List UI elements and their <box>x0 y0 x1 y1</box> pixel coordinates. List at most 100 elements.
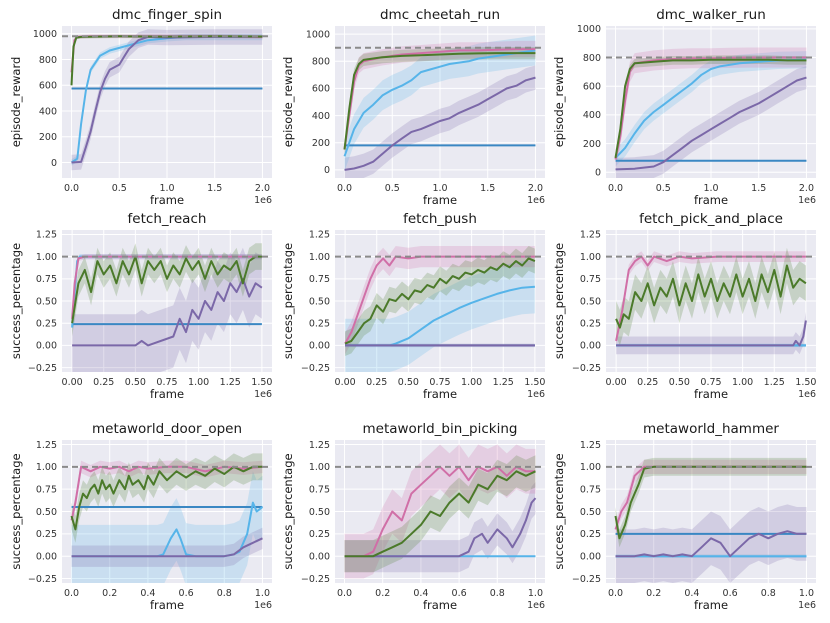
x-tick-label: 0.0 <box>64 588 79 599</box>
y-tick-label: 800 <box>39 55 57 66</box>
x-axis-label: frame <box>694 387 728 401</box>
x-tick-label: 1.25 <box>220 377 241 388</box>
y-axis-label: success_percentage <box>281 243 295 359</box>
series-line-purple <box>344 497 537 558</box>
y-tick-label: 0.50 <box>309 296 330 307</box>
x-tick-label: 0.00 <box>62 377 83 388</box>
y-tick-label: −0.25 <box>28 363 57 374</box>
series-line-lightblue <box>343 49 536 157</box>
series-line-green <box>344 257 536 345</box>
y-tick-label: 0 <box>324 165 330 176</box>
x-tick-label: 0.0 <box>608 588 623 599</box>
x-tick-label: 1.25 <box>493 377 514 388</box>
y-tick-label: 1.00 <box>309 252 330 263</box>
x-tick-label: 0.6 <box>723 588 738 599</box>
y-tick-label: −0.25 <box>28 574 57 585</box>
y-tick-label: 400 <box>583 110 601 121</box>
y-tick-label: 400 <box>312 111 330 122</box>
chart-title: fetch_push <box>403 211 477 227</box>
y-tick-label: 800 <box>312 57 330 68</box>
y-tick-label: −0.25 <box>301 574 330 585</box>
x-tick-label: 0.75 <box>156 377 177 388</box>
series-band-pink <box>344 444 536 579</box>
series-band-green <box>344 455 536 573</box>
series-line-green <box>70 465 263 531</box>
y-tick-label: 1.25 <box>309 440 330 451</box>
x-tick-label: 0.50 <box>669 377 690 388</box>
x-tick-label: 0.6 <box>452 588 467 599</box>
y-tick-label: 200 <box>312 138 330 149</box>
x-tick-label: 1.0 <box>799 588 814 599</box>
x-tick-label: 0.50 <box>398 377 419 388</box>
x-exponent-label: 1e6 <box>527 389 545 400</box>
chart-panel-fetch-reach: −0.25 0.00 0.25 0.50 0.75 1.00 1.25 0.00 0.25 0.5… <box>9 211 272 401</box>
x-tick-label: 0.0 <box>64 183 79 194</box>
series-line-green <box>615 264 807 329</box>
y-tick-label: 1000 <box>33 29 57 40</box>
x-tick-label: 0.2 <box>102 588 117 599</box>
series-line-pink <box>343 48 536 150</box>
y-axis-label: episode_reward <box>9 57 23 148</box>
y-tick-label: 0.50 <box>580 296 601 307</box>
y-axis-label: success_percentage <box>9 243 23 359</box>
y-tick-label: 0.25 <box>36 318 57 329</box>
series-band-purple <box>615 504 807 583</box>
y-tick-label: 1.25 <box>580 230 601 241</box>
plot-content <box>335 246 545 372</box>
series-band-green <box>616 247 806 346</box>
x-exponent-label: 1e6 <box>798 195 816 206</box>
y-tick-label: 0 <box>595 168 601 179</box>
x-tick-label: 0.75 <box>700 377 721 388</box>
series-band-green <box>345 246 535 356</box>
y-tick-label: 1.00 <box>309 462 330 473</box>
y-axis-label: success_percentage <box>552 453 566 569</box>
y-tick-label: 0.50 <box>309 507 330 518</box>
series-line-purple <box>344 76 536 171</box>
y-tick-label: 600 <box>39 81 57 92</box>
y-tick-label: 0.50 <box>36 507 57 518</box>
chart-title: dmc_finger_spin <box>112 7 222 23</box>
x-tick-label: 1.5 <box>207 183 222 194</box>
series-band-purple <box>615 66 807 178</box>
x-exponent-label: 1e6 <box>527 195 545 206</box>
y-tick-label: 200 <box>39 132 57 143</box>
x-tick-label: 0.8 <box>761 588 776 599</box>
x-tick-label: 0.4 <box>684 588 699 599</box>
x-tick-label: 1.0 <box>528 588 543 599</box>
x-tick-label: 0.0 <box>337 588 352 599</box>
series-line-purple <box>616 320 807 347</box>
y-tick-label: 0.00 <box>309 551 330 562</box>
x-tick-label: 0.8 <box>490 588 505 599</box>
x-tick-label: 0.0 <box>608 183 623 194</box>
series-band-purple <box>616 311 806 355</box>
series-band-lightblue <box>615 51 807 167</box>
series-band-green <box>615 55 807 163</box>
x-exponent-label: 1e6 <box>798 389 816 400</box>
x-tick-label: 0.4 <box>413 588 428 599</box>
x-axis-label: frame <box>694 193 728 207</box>
x-tick-label: 1.00 <box>188 377 209 388</box>
y-tick-label: 1.00 <box>580 462 601 473</box>
y-tick-label: 1.25 <box>580 440 601 451</box>
x-tick-label: 0.5 <box>656 183 671 194</box>
x-tick-label: 0.25 <box>637 377 658 388</box>
x-tick-label: 0.2 <box>375 588 390 599</box>
x-tick-label: 1.0 <box>703 183 718 194</box>
plot-content <box>335 444 545 579</box>
chart-title: metaworld_bin_picking <box>362 421 517 437</box>
y-tick-label: 800 <box>583 53 601 64</box>
y-tick-label: 0.50 <box>580 507 601 518</box>
x-tick-label: 2.0 <box>528 183 543 194</box>
x-tick-label: 0.00 <box>606 377 627 388</box>
y-tick-label: 0.50 <box>36 296 57 307</box>
series-line-lightblue <box>345 285 535 347</box>
gridlines <box>62 26 272 178</box>
series-line-pink <box>614 56 807 160</box>
x-tick-label: 0.2 <box>646 588 661 599</box>
x-tick-label: 1.0 <box>159 183 174 194</box>
y-tick-label: 1.25 <box>36 230 57 241</box>
y-tick-label: 0 <box>51 158 57 169</box>
